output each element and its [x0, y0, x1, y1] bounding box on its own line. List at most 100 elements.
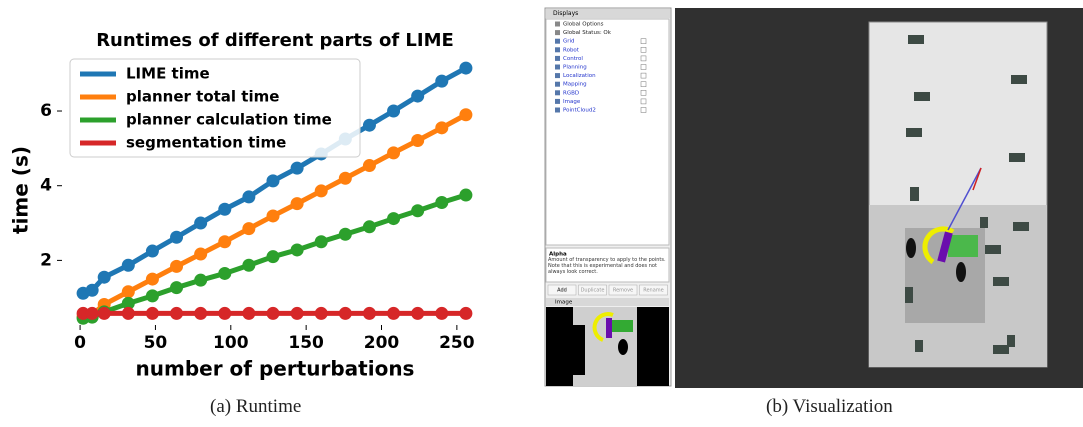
tree-item: Grid [563, 39, 575, 45]
checkbox [641, 56, 646, 61]
marker [194, 248, 207, 261]
camera-obstacle [618, 339, 628, 355]
x-tick-label: 100 [213, 333, 249, 353]
tree-item: Planning [563, 65, 587, 71]
marker [242, 222, 255, 235]
tree-item: Localization [563, 73, 596, 79]
x-tick-label: 0 [74, 333, 86, 353]
marker [459, 62, 472, 75]
marker [363, 307, 376, 320]
tree-item: Global Status: Ok [563, 30, 612, 36]
marker [459, 189, 472, 202]
button-label: Rename [643, 288, 664, 294]
marker [170, 260, 183, 273]
chart-title: Runtimes of different parts of LIME [96, 30, 454, 51]
marker [86, 284, 99, 297]
obstacle [906, 238, 916, 258]
tree-icon [555, 99, 560, 104]
marker [339, 307, 352, 320]
y-tick-label: 4 [40, 176, 52, 196]
checkbox [641, 82, 646, 87]
checkbox [641, 99, 646, 104]
marker [98, 307, 111, 320]
camera-robot [606, 318, 612, 338]
x-tick-label: 150 [288, 333, 324, 353]
marker [242, 190, 255, 203]
marker [170, 281, 183, 294]
tree-icon [555, 90, 560, 95]
marker [266, 174, 279, 187]
marker [339, 172, 352, 185]
x-tick-label: 250 [439, 333, 475, 353]
tree-icon [555, 73, 560, 78]
marker [435, 196, 448, 209]
marker [218, 307, 231, 320]
legend-label: planner total time [126, 88, 279, 106]
camera-obstacle [573, 325, 585, 375]
visualization: Displays Global Options Global Status: Ok… [543, 0, 1083, 390]
point-cloud [948, 235, 978, 257]
tree-icon [555, 30, 560, 35]
caption: (b) Visualization [766, 396, 893, 418]
tree-icon [555, 56, 560, 61]
checkbox [641, 65, 646, 70]
button-label: Remove [613, 288, 633, 294]
marker [435, 75, 448, 88]
caption: (a) Runtime [210, 396, 301, 418]
marker [315, 184, 328, 197]
marker [363, 220, 376, 233]
marker [218, 235, 231, 248]
marker [266, 307, 279, 320]
marker [218, 203, 231, 216]
checkbox [641, 73, 646, 78]
y-tick-label: 2 [40, 250, 52, 270]
marker [435, 121, 448, 134]
marker [387, 212, 400, 225]
marker [122, 259, 135, 272]
tree-icon [555, 65, 560, 70]
tree-icon [555, 47, 560, 52]
marker [146, 245, 159, 258]
marker [266, 209, 279, 222]
button-label: Add [557, 288, 567, 294]
checkbox [641, 108, 646, 113]
marker [411, 134, 424, 147]
camera-overlay [611, 320, 633, 332]
marker [242, 259, 255, 272]
marker [122, 307, 135, 320]
tree-icon [555, 108, 560, 113]
tree-item: RGBD [563, 90, 579, 96]
tree-icon [555, 39, 560, 44]
marker [315, 235, 328, 248]
marker [339, 228, 352, 241]
y-tick-label: 6 [40, 101, 52, 121]
marker [363, 159, 376, 172]
marker [291, 162, 304, 175]
marker [291, 307, 304, 320]
chart: Runtimes of different parts of LIME numb… [0, 0, 500, 390]
marker [122, 285, 135, 298]
marker [194, 217, 207, 230]
tree-icon [555, 82, 560, 87]
description-wrap: Amount of transparency to apply to the p… [548, 257, 668, 282]
marker [266, 250, 279, 263]
marker [387, 146, 400, 159]
marker [435, 307, 448, 320]
marker [170, 231, 183, 244]
tree-item: Global Options [563, 22, 604, 28]
marker [242, 307, 255, 320]
tree-icon [555, 22, 560, 27]
marker [411, 307, 424, 320]
tree-item: Robot [563, 47, 580, 53]
legend-label: segmentation time [126, 134, 286, 152]
figure: Runtimes of different parts of LIME numb… [0, 0, 1083, 427]
marker [459, 307, 472, 320]
marker [387, 307, 400, 320]
marker [194, 274, 207, 287]
legend-label: LIME time [126, 65, 210, 83]
marker [459, 108, 472, 121]
obstacle [956, 262, 966, 282]
panel-title: Displays [553, 10, 578, 17]
marker [218, 267, 231, 280]
tree-item: Mapping [563, 82, 587, 88]
